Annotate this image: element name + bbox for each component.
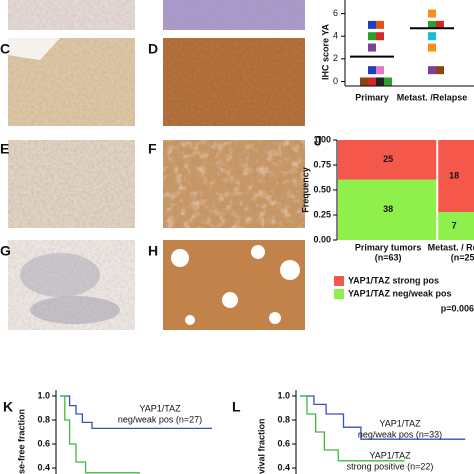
y-tick-label: 1.00: [313, 134, 331, 144]
point: [436, 20, 444, 29]
y-axis-label: vival fraction: [256, 418, 266, 474]
mosaic-cell: [438, 212, 474, 240]
histology-images: [8, 0, 305, 330]
cell-label: 7: [452, 220, 457, 230]
y-tick-label: 6: [333, 8, 338, 18]
x-tick-label: (n=63): [375, 252, 402, 262]
point: [376, 32, 384, 41]
point: [360, 77, 368, 86]
point: [384, 77, 392, 86]
legend-label: YAP1/TAZ neg/weak pos: [348, 288, 452, 298]
panel-label: K: [3, 399, 13, 415]
curve-label: neg/weak pos (n=27): [118, 414, 202, 424]
annotation: p=0.006: [441, 303, 474, 313]
mosaic-cell: [338, 140, 437, 180]
cell-label: 25: [383, 154, 393, 164]
x-tick-label: Primary: [355, 92, 389, 102]
y-axis-label: Frequency: [300, 167, 310, 213]
panel-label: E: [0, 141, 9, 157]
point: [368, 32, 376, 41]
point: [376, 20, 384, 29]
panel-label: C: [0, 41, 10, 57]
point: [428, 32, 436, 41]
y-tick-label: 0.6: [277, 438, 290, 448]
point: [436, 66, 444, 75]
panel-label: L: [232, 399, 241, 415]
point: [368, 66, 376, 75]
panel-label: J: [314, 133, 322, 149]
mosaic-cell: [438, 140, 474, 212]
y-tick-label: 4: [333, 31, 338, 41]
y-tick-label: 0.8: [277, 414, 290, 424]
cell-label: 18: [449, 170, 459, 180]
x-tick-label: Primary tumors: [355, 242, 422, 252]
y-axis-label: se-free fraction: [16, 409, 26, 474]
point: [428, 66, 436, 75]
legend-swatch: [334, 276, 344, 286]
y-tick-label: 0.00: [313, 234, 331, 244]
y-tick-label: 2: [333, 53, 338, 63]
point: [428, 9, 436, 18]
curve-label: YAP1/TAZ: [379, 418, 421, 428]
survival-curve: [60, 395, 212, 430]
curve-label: neg/weak pos (n=33): [358, 429, 442, 439]
point: [368, 77, 376, 86]
point: [376, 77, 384, 86]
y-tick-label: 0.25: [313, 209, 331, 219]
x-tick-label: Metast. /Relapse: [397, 92, 468, 102]
point: [376, 66, 384, 75]
y-axis-label: IHC score YA: [320, 23, 330, 80]
panel-label: F: [148, 141, 157, 157]
y-tick-label: 0.75: [313, 159, 331, 169]
survival-curve: [60, 395, 140, 474]
y-tick-label: 0.50: [313, 184, 331, 194]
legend-label: YAP1/TAZ strong pos: [348, 275, 439, 285]
y-tick-label: 0: [333, 76, 338, 86]
cell-label: 38: [383, 204, 393, 214]
y-tick-label: 0.6: [37, 438, 50, 448]
point: [428, 20, 436, 29]
y-tick-label: 0.4: [37, 462, 50, 472]
panel-label: H: [148, 243, 158, 259]
y-tick-label: 1.0: [277, 390, 290, 400]
legend-swatch: [334, 289, 344, 299]
survival-curve: [300, 395, 405, 462]
y-tick-label: 0.8: [37, 414, 50, 424]
x-tick-label: (n=25): [451, 252, 474, 262]
mosaic-cell: [338, 179, 437, 240]
survival-curve: [300, 395, 466, 440]
panel-label: G: [0, 243, 11, 259]
curve-label: YAP1/TAZ: [369, 450, 411, 460]
x-tick-label: Metast. / Relapse: [428, 242, 474, 252]
curve-label: YAP1/TAZ: [139, 403, 181, 413]
point: [368, 43, 376, 52]
curve-label: strong positive (n=22): [347, 461, 434, 471]
panel-label: D: [148, 41, 158, 57]
point: [428, 43, 436, 52]
y-tick-label: 0.4: [277, 462, 290, 472]
point: [368, 20, 376, 29]
y-tick-label: 1.0: [37, 390, 50, 400]
